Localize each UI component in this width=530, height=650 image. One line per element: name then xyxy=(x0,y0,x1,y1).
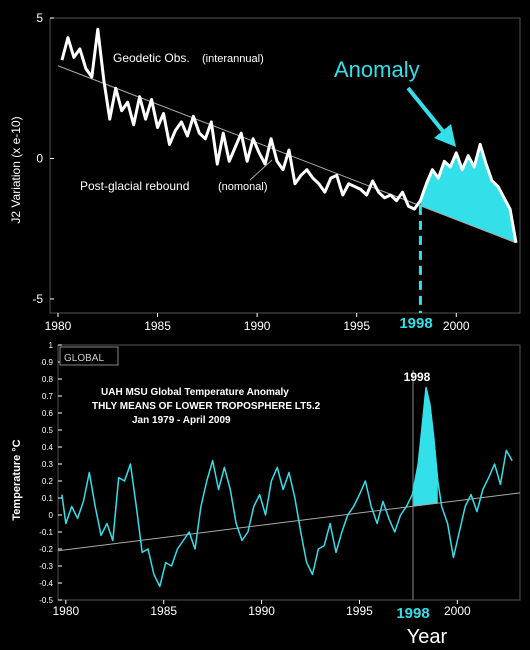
global-badge: GLOBAL xyxy=(64,353,104,364)
bottom-y-axis-label: Temperature °C xyxy=(11,439,23,520)
y-tick-label: -0.4 xyxy=(39,579,53,588)
bottom-title-line-2: THLY MEANS OF LOWER TROPOSPHERE LT5.2 xyxy=(92,401,321,412)
series-label: Geodetic Obs. xyxy=(113,51,190,65)
global-badge-frame xyxy=(59,346,119,366)
y-tick-label: 5 xyxy=(36,11,43,25)
x-tick-label: 1995 xyxy=(343,319,370,333)
x-tick-label: 2000 xyxy=(444,604,471,618)
series-line xyxy=(60,27,518,244)
series-note: (interannual) xyxy=(202,53,264,65)
y-tick-label: 0.9 xyxy=(42,358,54,367)
y-tick-label: 0 xyxy=(49,511,54,520)
anomaly-label: Anomaly xyxy=(334,57,420,82)
trend-line xyxy=(57,492,521,552)
series-line xyxy=(61,386,513,588)
trend-label: Post-glacial rebound xyxy=(80,179,189,193)
y-tick-label: 1 xyxy=(49,341,54,350)
anomaly-fill-area xyxy=(420,144,517,243)
y-tick-label: 0.1 xyxy=(42,494,54,503)
y-tick-label: 0.5 xyxy=(42,426,54,435)
y-tick-label: 0.4 xyxy=(42,443,54,452)
y-tick-label: 0.3 xyxy=(42,460,54,469)
x-tick-label: 1980 xyxy=(45,319,72,333)
y-tick-label: -0.2 xyxy=(39,545,53,554)
anomaly-fill-area xyxy=(412,387,438,507)
top-plot-frame xyxy=(49,17,521,314)
x-tick-label: 1980 xyxy=(52,604,79,618)
y-tick-label: 0.6 xyxy=(42,409,54,418)
trend-label-pointer xyxy=(249,159,273,181)
trend-note: (nomonal) xyxy=(218,181,268,193)
y-tick-label: 0.2 xyxy=(42,477,54,486)
y-tick-label: 0 xyxy=(36,152,43,166)
y-tick-label: -0.1 xyxy=(39,528,53,537)
x-tick-label: 1990 xyxy=(244,319,271,333)
y-tick-label: 0.8 xyxy=(42,375,54,384)
x-tick-label: 1990 xyxy=(248,604,275,618)
top-y-axis-label: J2 Variation (x e-10) xyxy=(9,116,23,223)
anomaly-arrow xyxy=(406,86,456,147)
peak-label: 1998 xyxy=(404,370,431,384)
y-tick-label: -0.5 xyxy=(39,596,53,605)
bottom-x-axis-label: Year xyxy=(407,626,448,648)
bottom-plot-frame xyxy=(57,344,521,601)
x-tick-label: 1985 xyxy=(144,319,171,333)
y-tick-label: -0.3 xyxy=(39,562,53,571)
x-tick-label: 1985 xyxy=(150,604,177,618)
y-tick-label: -5 xyxy=(32,292,43,306)
bottom-highlight-year: 1998 xyxy=(396,605,429,622)
top-highlight-year: 1998 xyxy=(399,315,432,332)
y-tick-label: 0.7 xyxy=(42,392,54,401)
x-tick-label: 2000 xyxy=(443,319,470,333)
bottom-title-line-1: UAH MSU Global Temperature Anomaly xyxy=(101,387,289,398)
x-tick-label: 1995 xyxy=(346,604,373,618)
bottom-title-line-3: Jan 1979 - April 2009 xyxy=(132,415,231,426)
